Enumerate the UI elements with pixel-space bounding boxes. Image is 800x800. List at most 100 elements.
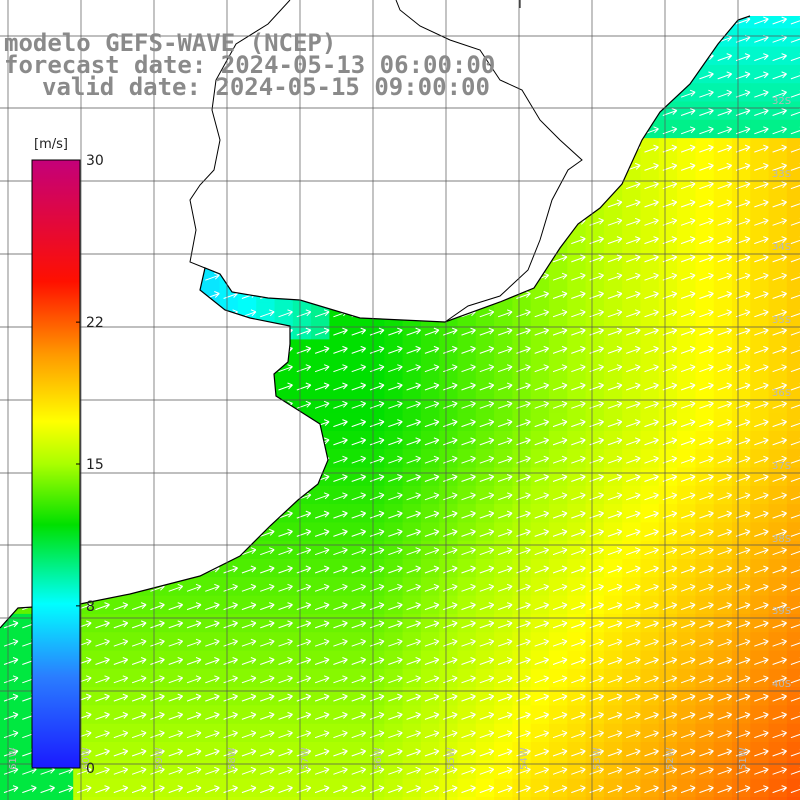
wind-arrow xyxy=(113,181,129,190)
wind-arrow xyxy=(626,382,641,391)
wind-arrow xyxy=(223,419,238,428)
wind-cell xyxy=(549,211,568,231)
wind-arrow xyxy=(479,217,495,226)
wind-arrow xyxy=(314,199,330,208)
wind-cell xyxy=(54,559,74,578)
wind-arrow xyxy=(113,657,129,665)
wind-arrow xyxy=(699,327,714,336)
wind-cell xyxy=(237,156,257,176)
wind-arrow xyxy=(644,199,659,208)
wind-cell xyxy=(91,266,111,286)
wind-cell xyxy=(91,522,111,542)
wind-cell xyxy=(439,193,459,212)
wind-cell xyxy=(237,174,257,194)
wind-arrow xyxy=(369,108,385,116)
wind-cell xyxy=(475,101,495,121)
wind-arrow xyxy=(790,785,800,794)
wind-cell xyxy=(585,138,605,157)
wind-arrow xyxy=(680,272,696,281)
wind-cell xyxy=(786,321,800,340)
wind-arrow xyxy=(77,400,92,409)
wind-cell xyxy=(274,266,294,286)
wind-cell xyxy=(183,796,202,800)
wind-arrow xyxy=(186,602,202,611)
wind-cell xyxy=(0,284,19,304)
wind-arrow xyxy=(113,419,129,428)
wind-cell xyxy=(36,16,56,29)
wind-arrow xyxy=(131,492,147,501)
wind-arrow xyxy=(626,693,641,702)
wind-cell xyxy=(384,119,404,139)
wind-arrow xyxy=(406,455,421,464)
wind-arrow xyxy=(680,291,696,299)
wind-cell xyxy=(183,449,202,469)
wind-arrow xyxy=(699,217,714,226)
wind-arrow xyxy=(790,693,800,702)
wind-arrow xyxy=(40,547,55,556)
wind-arrow xyxy=(534,144,550,153)
wind-arrow xyxy=(516,199,531,208)
wind-arrow xyxy=(461,327,476,336)
wind-arrow xyxy=(516,144,531,153)
wind-arrow xyxy=(388,126,403,135)
wind-cell xyxy=(786,668,800,688)
wind-arrow xyxy=(461,675,476,684)
wind-arrow xyxy=(333,254,348,263)
wind-arrow xyxy=(333,638,348,647)
wind-arrow xyxy=(497,620,513,629)
wind-arrow xyxy=(717,638,733,647)
wind-cell xyxy=(183,376,202,395)
wind-arrow xyxy=(626,16,641,25)
wind-arrow xyxy=(186,748,202,757)
wind-arrow xyxy=(479,364,495,373)
wind-arrow xyxy=(260,108,275,116)
wind-arrow xyxy=(260,254,275,263)
wind-cell xyxy=(366,156,385,176)
wind-arrow xyxy=(497,419,513,428)
wind-arrow xyxy=(150,766,165,775)
wind-cell xyxy=(786,723,800,743)
wind-arrow xyxy=(644,364,659,373)
wind-arrow xyxy=(552,492,568,501)
wind-cell xyxy=(18,174,38,194)
wind-arrow xyxy=(699,711,714,720)
wind-cell xyxy=(73,138,93,157)
wind-arrow xyxy=(406,217,421,226)
wind-arrow xyxy=(223,382,238,391)
wind-arrow xyxy=(58,144,74,153)
wind-arrow xyxy=(534,199,550,208)
wind-cell xyxy=(237,376,257,395)
wind-arrow xyxy=(790,730,800,739)
wind-arrow xyxy=(534,364,550,373)
wind-cell xyxy=(494,174,513,194)
wind-arrow xyxy=(424,382,440,391)
wind-arrow xyxy=(278,528,293,537)
wind-arrow xyxy=(552,89,568,98)
wind-arrow xyxy=(113,547,129,556)
wind-arrow xyxy=(699,254,714,263)
latitude-label: 32S xyxy=(772,96,791,107)
wind-arrow xyxy=(40,492,55,501)
wind-arrow xyxy=(95,309,110,318)
wind-cell xyxy=(292,412,312,432)
wind-arrow xyxy=(40,785,55,794)
wind-arrow xyxy=(607,254,623,263)
wind-cell xyxy=(183,266,202,286)
wind-cell xyxy=(237,412,257,432)
wind-arrow xyxy=(260,620,275,629)
wind-arrow xyxy=(607,766,623,775)
wind-arrow xyxy=(644,162,659,171)
wind-arrow xyxy=(571,583,586,592)
wind-arrow xyxy=(699,474,714,482)
wind-arrow xyxy=(223,400,238,409)
wind-arrow xyxy=(424,16,440,25)
wind-cell xyxy=(18,394,38,414)
wind-arrow xyxy=(95,437,110,446)
wind-arrow xyxy=(186,437,202,446)
wind-arrow xyxy=(626,437,641,446)
wind-arrow xyxy=(77,583,92,592)
wind-arrow xyxy=(754,400,769,409)
wind-arrow xyxy=(369,345,385,354)
wind-cell xyxy=(311,193,330,212)
wind-arrow xyxy=(241,785,257,794)
